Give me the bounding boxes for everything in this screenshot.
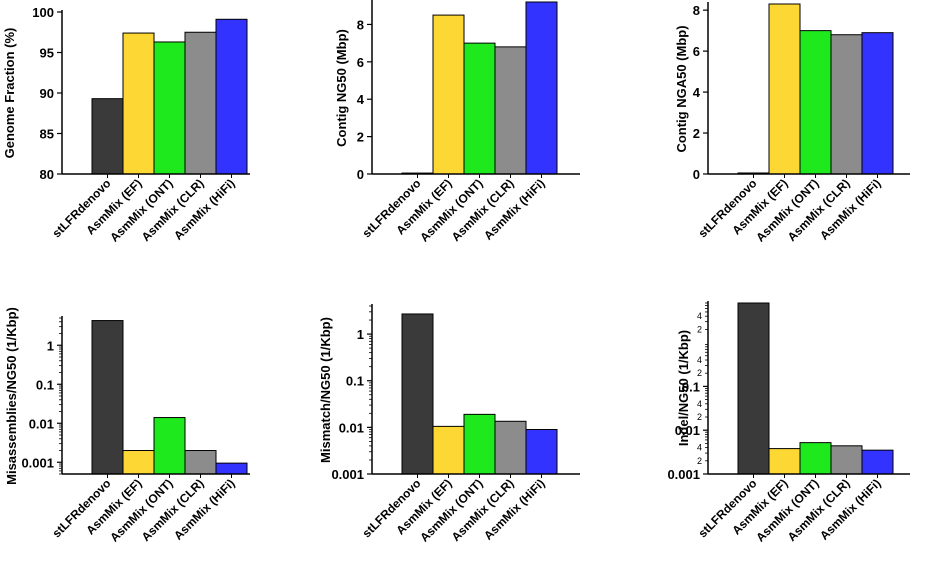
bar-stlfrdenovo [91,98,124,175]
bar-asmmix-ont [153,41,186,175]
bar-asmmix-hifi [525,428,558,475]
y-tick-label: 0.01 [29,416,54,431]
y-tick-label: 0.1 [36,377,54,392]
bar-asmmix-ef [768,3,801,175]
bar-stlfrdenovo [401,313,434,475]
bar-asmmix-clr [494,420,527,475]
y-tick-label: 100 [32,5,54,20]
bar-asmmix-hifi [215,18,248,175]
bar-asmmix-hifi [215,462,248,475]
bar-asmmix-ont [799,30,832,175]
bar-asmmix-ef [432,425,465,475]
y-tick-label: 4 [357,92,365,107]
bar-asmmix-ont [153,417,186,475]
y-minor-tick-label: 4 [697,399,702,409]
y-tick-label: 2 [357,130,364,145]
y-axis-title: Mismatch/NG50 (1/Kbp) [318,317,333,463]
y-tick-label: 85 [40,127,54,142]
bar-asmmix-clr [184,31,217,175]
y-tick-label: 0 [357,167,364,182]
bar-asmmix-ef [768,448,801,475]
y-tick-label: 0.1 [682,379,700,394]
y-axis-title: Contig NGA50 (Mbp) [674,25,689,152]
y-tick-label: 6 [357,55,364,70]
y-axis-title: Genome Fraction (%) [2,28,17,159]
y-axis-title: Contig NG50 (Mbp) [334,29,349,147]
bar-asmmix-clr [494,46,527,175]
bar-asmmix-clr [830,34,863,175]
y-axis-title: Indel/NG50 (1/Kbp) [676,330,691,446]
bar-asmmix-ont [463,413,496,475]
bar-asmmix-ont [463,42,496,175]
y-tick-label: 0.01 [675,423,700,438]
bar-asmmix-ont [799,442,832,475]
y-tick-label: 6 [693,44,700,59]
y-minor-tick-label: 4 [697,355,702,365]
y-tick-label: 4 [693,85,701,100]
bar-asmmix-hifi [861,32,894,175]
y-tick-label: 95 [40,46,54,61]
y-tick-label: 0.1 [346,374,364,389]
y-tick-label: 1 [47,338,54,353]
bar-stlfrdenovo [91,320,124,475]
bar-asmmix-hifi [861,449,894,475]
y-minor-tick-label: 4 [697,311,702,321]
y-minor-tick-label: 2 [697,456,702,466]
y-axis-title: Misassemblies/NG50 (1/Kbp) [4,307,19,485]
y-tick-label: 0 [693,167,700,182]
bar-asmmix-ef [122,32,155,175]
y-minor-tick-label: 2 [697,412,702,422]
bar-stlfrdenovo [737,302,770,475]
bar-asmmix-hifi [525,1,558,175]
y-minor-tick-label: 2 [697,324,702,334]
y-tick-label: 0.001 [21,455,54,470]
y-tick-label: 8 [357,17,364,32]
y-tick-label: 0.001 [667,467,700,482]
y-tick-label: 2 [693,126,700,141]
bar-asmmix-clr [830,445,863,475]
y-tick-label: 1 [357,327,364,342]
bar-asmmix-ef [122,450,155,475]
y-tick-label: 0.01 [339,420,364,435]
y-tick-label: 80 [40,167,54,182]
bar-asmmix-clr [184,450,217,475]
y-tick-label: 8 [693,3,700,18]
y-tick-label: 0.001 [331,467,364,482]
y-tick-label: 90 [40,86,54,101]
y-minor-tick-label: 2 [697,368,702,378]
y-minor-tick-label: 4 [697,443,702,453]
bar-asmmix-ef [432,14,465,175]
